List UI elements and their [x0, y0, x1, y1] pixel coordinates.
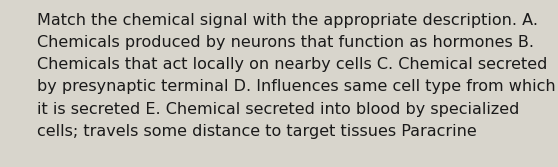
Text: Match the chemical signal with the appropriate description. A. Chemicals produce: Match the chemical signal with the appro…: [37, 13, 556, 139]
